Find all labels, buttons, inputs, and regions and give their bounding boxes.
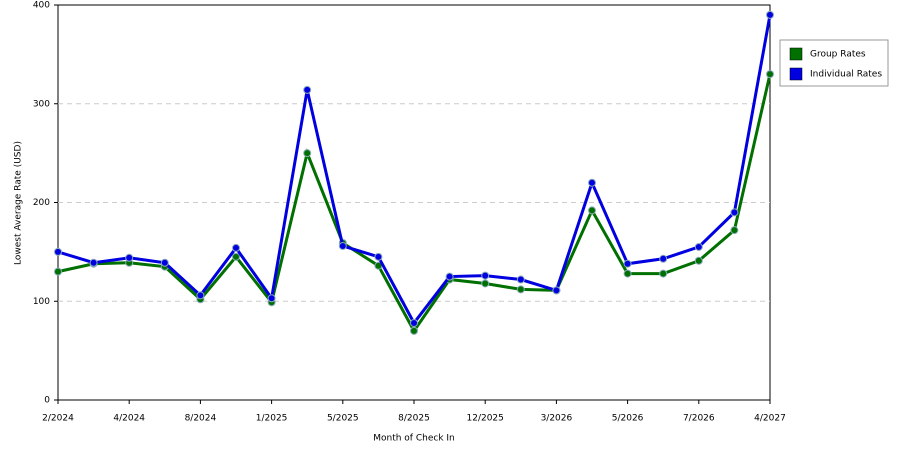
x-tick-label: 12/2025 [467, 414, 504, 424]
x-tick-label: 4/2024 [113, 414, 145, 424]
data-point [160, 258, 169, 267]
data-point [267, 294, 276, 303]
y-tick-label: 300 [33, 99, 50, 109]
data-point [445, 272, 454, 281]
x-tick-label: 5/2025 [327, 414, 359, 424]
x-tick-label: 4/2027 [754, 414, 786, 424]
data-point [481, 279, 490, 288]
data-point [232, 243, 240, 252]
data-point [694, 256, 703, 265]
y-tick-label: 400 [33, 1, 50, 11]
data-point [125, 253, 134, 262]
data-point [410, 326, 418, 335]
x-tick-label: 2/2024 [42, 414, 74, 424]
y-tick-label: 0 [44, 396, 50, 406]
x-tick-label: 5/2026 [612, 414, 644, 424]
data-point [730, 208, 739, 217]
data-point [481, 271, 490, 280]
data-point [659, 254, 668, 263]
legend-label: Individual Rates [810, 70, 882, 80]
x-axis-title: Month of Check In [373, 434, 455, 444]
data-point [730, 226, 739, 235]
x-tick-label: 1/2025 [256, 414, 288, 424]
data-point [54, 267, 62, 276]
data-point [623, 269, 632, 278]
data-point [303, 85, 312, 94]
legend-label: Group Rates [810, 50, 866, 60]
data-point [659, 269, 668, 278]
data-point [303, 149, 312, 158]
data-point [232, 252, 240, 261]
data-point [588, 178, 596, 187]
data-point [766, 70, 774, 79]
x-tick-label: 8/2025 [398, 414, 430, 424]
data-point [516, 275, 525, 284]
data-point [694, 242, 703, 251]
data-point [766, 10, 774, 19]
data-point [552, 286, 561, 295]
y-tick-label: 200 [33, 198, 50, 208]
legend-swatch [789, 47, 803, 61]
legend-swatch [789, 67, 803, 81]
x-tick-label: 8/2024 [185, 414, 217, 424]
data-point [623, 259, 632, 268]
data-point [374, 252, 383, 261]
data-point [516, 285, 525, 294]
data-point [89, 258, 98, 267]
x-tick-label: 7/2026 [683, 414, 715, 424]
data-point [410, 318, 418, 327]
data-point [54, 247, 62, 256]
data-point [588, 206, 596, 215]
x-tick-label: 3/2026 [541, 414, 573, 424]
data-point [338, 241, 347, 250]
y-axis-title: Lowest Average Rate (USD) [14, 141, 24, 265]
y-tick-label: 100 [33, 297, 50, 307]
data-point [196, 291, 205, 300]
